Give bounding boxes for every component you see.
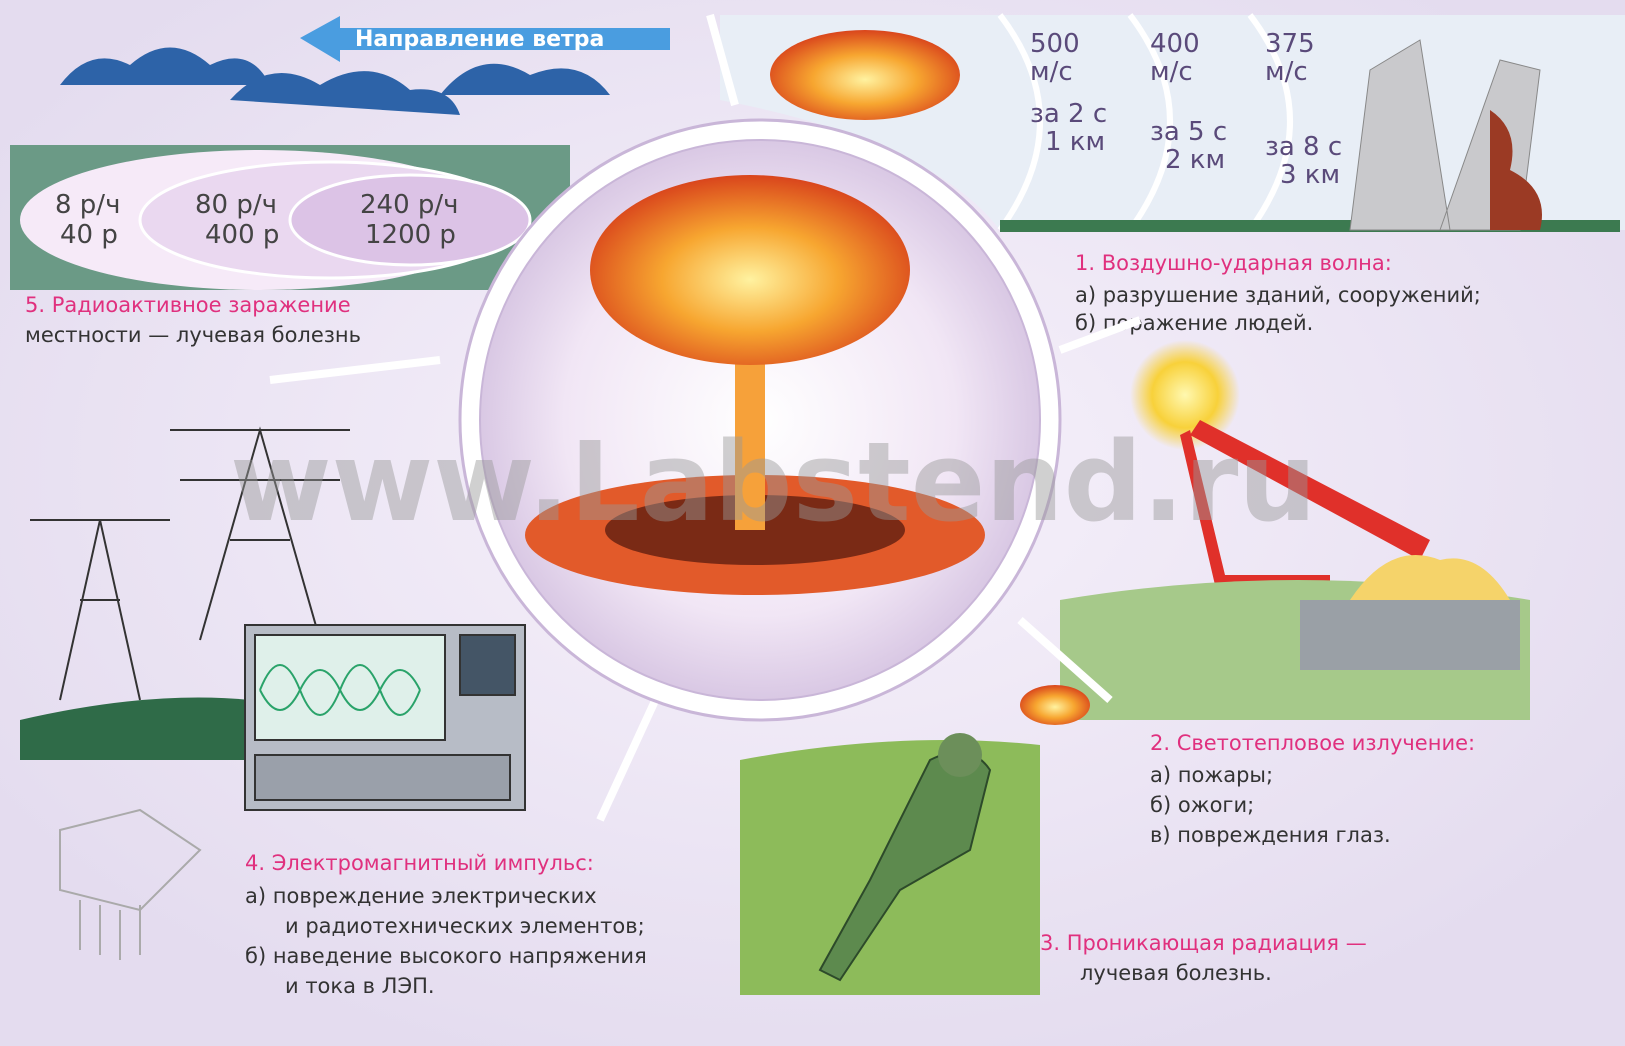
zone-dose: 40 р: [60, 220, 118, 250]
section-title: 2. Светотепловое излучение:: [1150, 731, 1475, 755]
section-title: 1. Воздушно-ударная волна:: [1075, 251, 1392, 275]
section-item: а) разрушение зданий, сооружений;: [1075, 283, 1481, 307]
poster: Направление ветра 8 р/ч 40 р 80 р/ч 400 …: [0, 0, 1625, 1046]
wind-label: Направление ветра: [355, 27, 604, 52]
section-item: б) наведение высокого напряжения: [245, 944, 647, 968]
speed-unit: м/с: [1265, 57, 1308, 87]
zone-dose: 1200 р: [365, 220, 456, 250]
zone-rate: 8 р/ч: [55, 190, 120, 220]
speed: 500: [1030, 29, 1080, 59]
section-title: 3. Проникающая радиация —: [1040, 931, 1367, 955]
section-item: а) пожары;: [1150, 763, 1273, 787]
section-item: а) повреждение электрических: [245, 884, 597, 908]
section-item: и радиотехнических элементов;: [285, 914, 645, 938]
section-item: и тока в ЛЭП.: [285, 974, 435, 998]
section-item: в) повреждения глаз.: [1150, 823, 1391, 847]
distance: 3 км: [1280, 160, 1340, 190]
time: за 5 с: [1150, 117, 1227, 147]
zone-rate: 240 р/ч: [360, 190, 459, 220]
speed-unit: м/с: [1030, 57, 1073, 87]
speed: 400: [1150, 29, 1200, 59]
zone-rate: 80 р/ч: [195, 190, 277, 220]
section-text: местности — лучевая болезнь: [25, 323, 361, 347]
zone-dose: 400 р: [205, 220, 279, 250]
time: за 8 с: [1265, 132, 1342, 162]
time: за 2 с: [1030, 99, 1107, 129]
distance: 2 км: [1165, 145, 1225, 175]
section-text: лучевая болезнь.: [1080, 961, 1272, 985]
section-item: б) ожоги;: [1150, 793, 1254, 817]
watermark: www.Labstend.ru: [230, 418, 1317, 546]
section-title: 5. Радиоактивное заражение: [25, 293, 351, 317]
distance: 1 км: [1045, 127, 1105, 157]
section-title: 4. Электромагнитный импульс:: [245, 851, 594, 875]
speed-unit: м/с: [1150, 57, 1193, 87]
speed: 375: [1265, 29, 1315, 59]
